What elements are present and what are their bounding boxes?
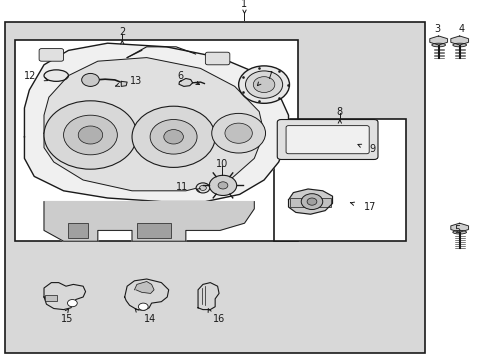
Text: 16: 16 bbox=[212, 314, 224, 324]
Text: 6: 6 bbox=[177, 71, 183, 81]
Polygon shape bbox=[44, 202, 254, 241]
Polygon shape bbox=[121, 81, 127, 86]
Circle shape bbox=[238, 66, 289, 103]
Circle shape bbox=[78, 126, 102, 144]
Circle shape bbox=[150, 120, 197, 154]
Polygon shape bbox=[429, 36, 447, 45]
Ellipse shape bbox=[452, 43, 466, 47]
Text: 12: 12 bbox=[24, 71, 37, 81]
Bar bbox=[68, 223, 88, 238]
Bar bbox=[273, 119, 405, 241]
Bar bbox=[290, 198, 330, 207]
Circle shape bbox=[44, 101, 137, 169]
Circle shape bbox=[306, 198, 316, 205]
Text: 15: 15 bbox=[61, 314, 73, 324]
Circle shape bbox=[218, 182, 227, 189]
Polygon shape bbox=[124, 279, 168, 310]
Circle shape bbox=[138, 303, 148, 310]
Circle shape bbox=[245, 71, 282, 98]
Circle shape bbox=[67, 300, 77, 307]
FancyBboxPatch shape bbox=[277, 120, 377, 159]
Polygon shape bbox=[85, 74, 95, 86]
Circle shape bbox=[196, 183, 209, 193]
Text: 1: 1 bbox=[241, 0, 247, 9]
Circle shape bbox=[132, 106, 215, 167]
Text: 13: 13 bbox=[129, 76, 142, 86]
FancyBboxPatch shape bbox=[205, 52, 229, 65]
Circle shape bbox=[163, 130, 183, 144]
Text: 14: 14 bbox=[144, 314, 156, 324]
Bar bbox=[45, 295, 57, 301]
Text: 8: 8 bbox=[336, 107, 342, 117]
Polygon shape bbox=[179, 78, 192, 86]
Polygon shape bbox=[44, 58, 264, 191]
Circle shape bbox=[211, 113, 265, 153]
Circle shape bbox=[209, 175, 236, 195]
Ellipse shape bbox=[452, 230, 466, 234]
Circle shape bbox=[224, 123, 252, 143]
Ellipse shape bbox=[431, 43, 445, 47]
Text: 4: 4 bbox=[458, 24, 464, 34]
Polygon shape bbox=[198, 283, 219, 310]
Text: 17: 17 bbox=[364, 202, 376, 212]
Ellipse shape bbox=[44, 70, 68, 81]
Text: 7: 7 bbox=[266, 71, 272, 81]
Bar bbox=[15, 40, 298, 241]
Text: 11: 11 bbox=[176, 182, 188, 192]
Bar bbox=[5, 22, 425, 353]
Text: 3: 3 bbox=[434, 24, 440, 34]
Circle shape bbox=[253, 77, 274, 93]
Bar bbox=[137, 223, 171, 238]
FancyBboxPatch shape bbox=[39, 49, 63, 61]
Polygon shape bbox=[450, 223, 468, 232]
Polygon shape bbox=[450, 36, 468, 45]
Text: 5: 5 bbox=[453, 225, 459, 235]
FancyBboxPatch shape bbox=[285, 126, 368, 154]
Text: 2: 2 bbox=[119, 27, 125, 37]
Polygon shape bbox=[134, 282, 154, 293]
Text: 9: 9 bbox=[368, 144, 375, 154]
Circle shape bbox=[63, 115, 117, 155]
Circle shape bbox=[301, 194, 322, 210]
Polygon shape bbox=[44, 283, 85, 310]
Polygon shape bbox=[288, 189, 332, 214]
Text: 10: 10 bbox=[216, 159, 228, 169]
Circle shape bbox=[81, 73, 99, 86]
Polygon shape bbox=[24, 43, 288, 202]
Circle shape bbox=[199, 185, 206, 190]
